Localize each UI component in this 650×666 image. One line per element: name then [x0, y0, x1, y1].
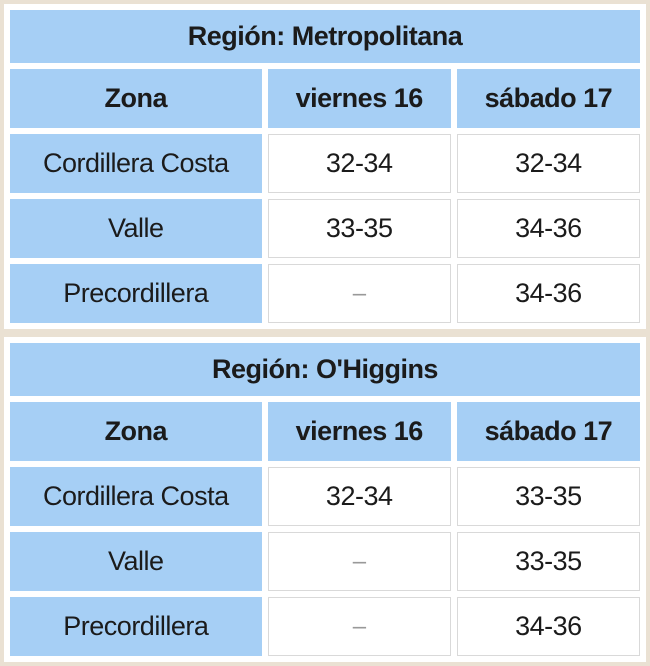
value-cell-empty: – — [267, 597, 451, 656]
zona-cell: Cordillera Costa — [10, 134, 262, 193]
table-row: Precordillera – 34-36 — [10, 597, 640, 656]
value-cell: 32-34 — [267, 134, 451, 193]
region-title: Región: O'Higgins — [10, 343, 640, 396]
zona-cell: Precordillera — [10, 597, 262, 656]
region-header-row: Región: Metropolitana — [10, 10, 640, 63]
value-cell: 34-36 — [456, 597, 640, 656]
zona-cell: Precordillera — [10, 264, 262, 323]
column-header-viernes-16: viernes 16 — [267, 402, 451, 461]
value-cell-empty: – — [267, 532, 451, 591]
region-title: Región: Metropolitana — [10, 10, 640, 63]
column-header-viernes-16: viernes 16 — [267, 69, 451, 128]
value-cell: 33-35 — [267, 199, 451, 258]
column-header-zona: Zona — [10, 402, 262, 461]
column-header-row: Zona viernes 16 sábado 17 — [10, 402, 640, 461]
value-cell: 32-34 — [267, 467, 451, 526]
table-row: Cordillera Costa 32-34 33-35 — [10, 467, 640, 526]
region-header-row: Región: O'Higgins — [10, 343, 640, 396]
value-cell: 34-36 — [456, 199, 640, 258]
column-header-sabado-17: sábado 17 — [456, 69, 640, 128]
column-header-sabado-17: sábado 17 — [456, 402, 640, 461]
table-row: Precordillera – 34-36 — [10, 264, 640, 323]
column-header-zona: Zona — [10, 69, 262, 128]
table-row: Cordillera Costa 32-34 32-34 — [10, 134, 640, 193]
value-cell: 32-34 — [456, 134, 640, 193]
region-table-metropolitana: Región: Metropolitana Zona viernes 16 sá… — [0, 0, 650, 333]
value-cell: 34-36 — [456, 264, 640, 323]
table-row: Valle 33-35 34-36 — [10, 199, 640, 258]
value-cell: 33-35 — [456, 467, 640, 526]
value-cell-empty: – — [267, 264, 451, 323]
zona-cell: Cordillera Costa — [10, 467, 262, 526]
zona-cell: Valle — [10, 532, 262, 591]
column-header-row: Zona viernes 16 sábado 17 — [10, 69, 640, 128]
zona-cell: Valle — [10, 199, 262, 258]
table-row: Valle – 33-35 — [10, 532, 640, 591]
value-cell: 33-35 — [456, 532, 640, 591]
region-table-ohiggins: Región: O'Higgins Zona viernes 16 sábado… — [0, 333, 650, 666]
